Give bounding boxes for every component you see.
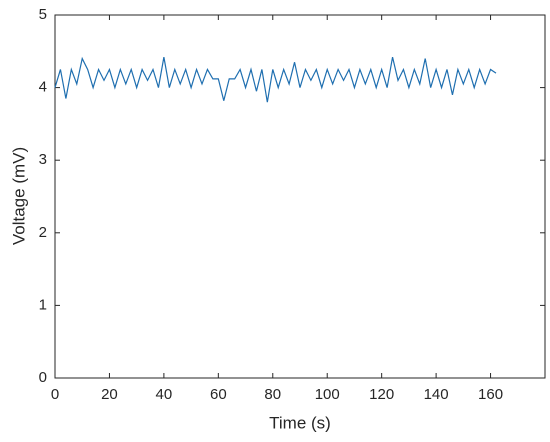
y-axis-title: Voltage (mV): [9, 147, 28, 245]
y-tick-label: 4: [39, 79, 47, 96]
x-tick-label: 120: [369, 386, 394, 403]
y-tick-label: 1: [39, 296, 47, 313]
y-tick-label: 3: [39, 151, 47, 168]
y-tick-label: 5: [39, 6, 47, 23]
plot-frame: [54, 14, 546, 379]
x-tick-label: 100: [315, 386, 340, 403]
x-tick-label: 160: [478, 386, 503, 403]
x-axis-title: Time (s): [269, 413, 331, 432]
y-tick-label: 2: [39, 224, 47, 241]
x-tick-label: 60: [210, 386, 227, 403]
x-tick-label: 0: [51, 386, 59, 403]
data-line: [54, 56, 497, 103]
x-tick-label: 80: [264, 386, 281, 403]
x-tick-label: 140: [424, 386, 449, 403]
x-tick-label: 20: [101, 386, 118, 403]
x-tick-label: 40: [156, 386, 173, 403]
y-tick-label: 0: [39, 369, 47, 386]
